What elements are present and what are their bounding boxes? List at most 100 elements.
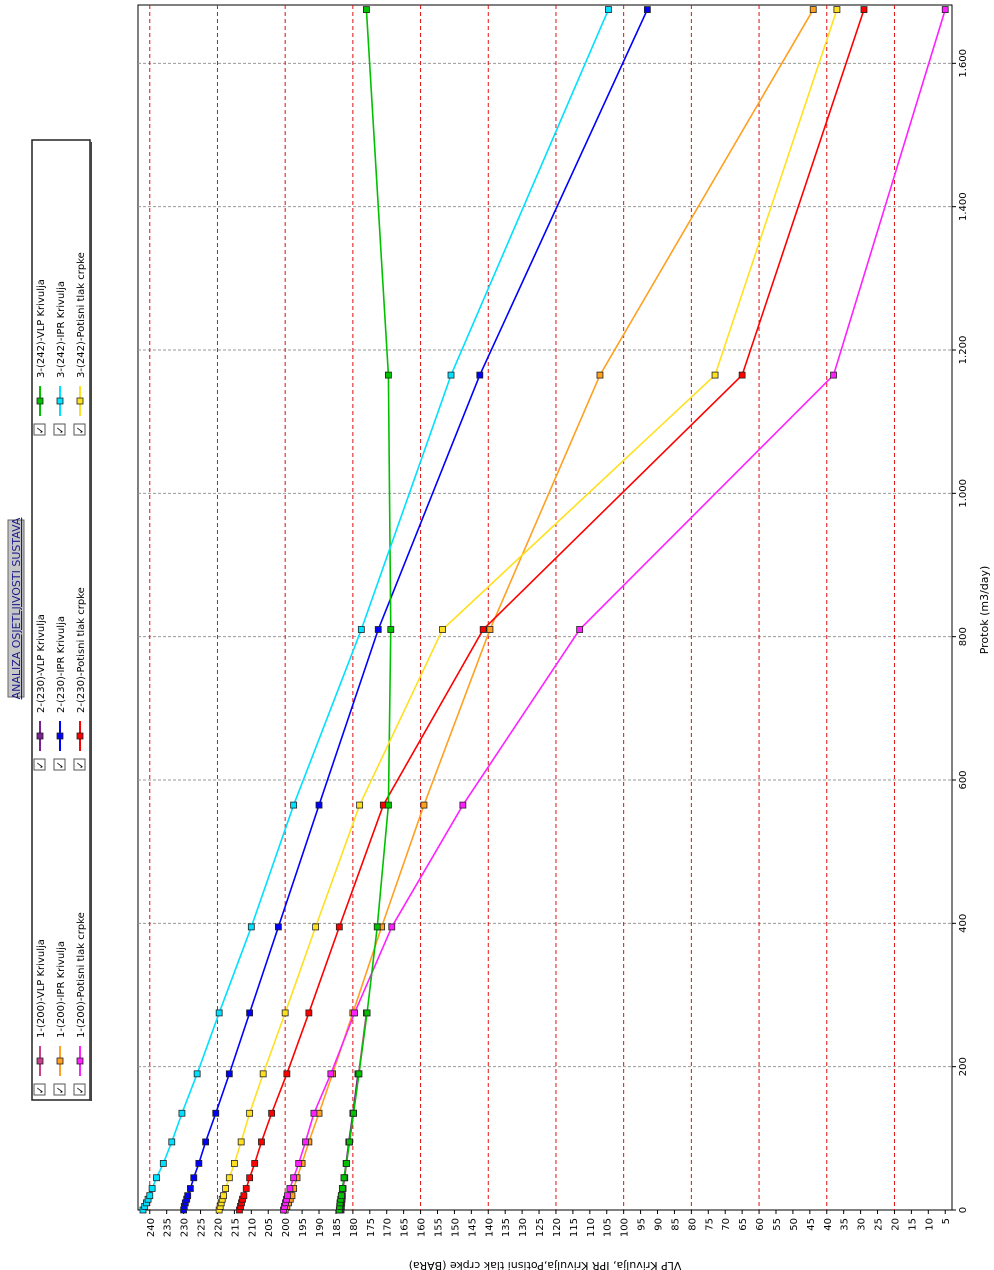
legend-checkbox	[73, 423, 86, 436]
y-tick-label: 165	[400, 1218, 411, 1237]
data-point	[327, 1070, 335, 1078]
data-point	[242, 1185, 250, 1192]
data-point	[251, 1160, 259, 1167]
data-point	[240, 1192, 248, 1200]
data-point	[247, 923, 255, 931]
data-point	[246, 1009, 254, 1017]
y-tick-label: 180	[349, 1218, 360, 1237]
y-tick-label: 215	[230, 1218, 241, 1237]
data-point	[168, 1138, 176, 1146]
data-point	[246, 1109, 254, 1117]
y-tick-label: 35	[840, 1218, 851, 1231]
legend-swatch-marker	[36, 1057, 44, 1065]
data-point	[290, 1174, 298, 1182]
data-point	[576, 626, 584, 633]
legend-label: 2-(230)-VLP Krivulja	[36, 614, 47, 713]
data-point	[283, 1070, 291, 1078]
legend-label: 3-(242)-VLP Krivulja	[36, 279, 47, 378]
data-point	[596, 371, 604, 379]
data-point	[315, 801, 323, 809]
data-point	[259, 1070, 267, 1078]
data-point	[302, 1138, 309, 1146]
data-point	[146, 1192, 154, 1200]
legend-item: ✓ 2-(230)-Potisni tlak crpke	[73, 587, 87, 771]
series-7	[335, 6, 395, 1214]
data-point	[420, 801, 428, 809]
y-tick-label: 40	[823, 1218, 834, 1231]
series-2	[281, 6, 817, 1214]
data-point	[338, 1185, 346, 1192]
legend-item: ✓ 2-(230)-VLP Krivulja	[33, 614, 47, 771]
data-point	[643, 6, 651, 13]
x-tick-label: 1.200	[958, 336, 969, 365]
data-point	[830, 371, 837, 379]
data-point	[363, 1009, 371, 1017]
data-point	[605, 6, 612, 13]
checkmark-icon: ✓	[76, 426, 87, 434]
data-point	[356, 801, 364, 809]
y-tick-label: 25	[874, 1218, 885, 1231]
data-point	[310, 1109, 318, 1117]
legend-label: 1-(200)-VLP Krivulja	[36, 939, 47, 1038]
x-tick-label: 1.400	[958, 192, 969, 221]
legend-swatch-marker	[76, 732, 84, 740]
y-tick-label: 70	[721, 1218, 732, 1231]
y-tick-label: 105	[603, 1218, 614, 1237]
data-point	[258, 1138, 265, 1146]
y-tick-label: 200	[281, 1218, 292, 1237]
legend-swatch-marker	[36, 732, 44, 740]
legend-checkbox	[73, 1083, 86, 1096]
y-tick-label: 20	[890, 1218, 901, 1231]
data-point	[363, 6, 370, 13]
legend-item: ✓ 2-(230)-IPR Krivulja	[53, 616, 67, 771]
chart-title: ANALIZA OSJETLJIVOSTI SUSTAVA	[7, 517, 25, 699]
data-point	[246, 1174, 254, 1182]
y-tick-label: 115	[569, 1218, 580, 1237]
y-tick-label: 55	[772, 1218, 783, 1231]
y-tick-label: 195	[298, 1218, 309, 1237]
checkmark-icon: ✓	[76, 761, 87, 769]
legend-item: ✓ 1-(200)-VLP Krivulja	[33, 939, 47, 1096]
data-point	[385, 801, 392, 809]
legend-checkbox	[53, 423, 66, 436]
y-tick-label: 230	[180, 1218, 191, 1237]
legend-item: ✓ 1-(200)-IPR Krivulja	[53, 941, 67, 1096]
legend-label: 1-(200)-IPR Krivulja	[56, 941, 67, 1038]
data-point	[476, 371, 484, 379]
y-tick-label: 145	[467, 1218, 478, 1237]
y-tick-label: 185	[332, 1218, 343, 1237]
y-tick-label: 75	[704, 1218, 715, 1231]
data-point	[833, 6, 841, 13]
y-tick-label: 45	[806, 1218, 817, 1231]
data-point	[459, 801, 467, 809]
data-point	[447, 371, 455, 379]
checkmark-icon: ✓	[56, 426, 67, 434]
legend-swatch-marker	[76, 397, 84, 405]
series-8	[139, 6, 612, 1214]
data-point	[343, 1160, 350, 1167]
x-tick-label: 800	[958, 627, 969, 646]
data-point	[237, 1138, 245, 1146]
y-tick-label: 150	[450, 1218, 461, 1237]
x-tick-label: 0	[958, 1207, 969, 1213]
data-point	[148, 1185, 156, 1192]
legend-swatch-marker	[56, 1057, 64, 1065]
data-point	[225, 1174, 233, 1182]
y-tick-label: 100	[620, 1218, 631, 1237]
data-point	[385, 371, 392, 379]
y-tick-label: 95	[637, 1218, 648, 1231]
data-point	[350, 1109, 357, 1117]
y-axis-title: VLP Krivulja, IPR Krivulja,Potisni tlak …	[409, 1259, 682, 1270]
data-point	[312, 923, 320, 931]
data-point	[860, 6, 868, 13]
data-point	[387, 626, 395, 633]
legend-item: ✓ 3-(242)-Potisni tlak crpke	[73, 252, 87, 436]
y-tick-label: 15	[907, 1218, 918, 1231]
data-point	[388, 923, 396, 931]
data-point	[284, 1192, 291, 1200]
series-line	[218, 9, 838, 1211]
legend-label: 2-(230)-IPR Krivulja	[56, 616, 67, 713]
series-5	[180, 6, 651, 1214]
data-point	[355, 1070, 363, 1078]
